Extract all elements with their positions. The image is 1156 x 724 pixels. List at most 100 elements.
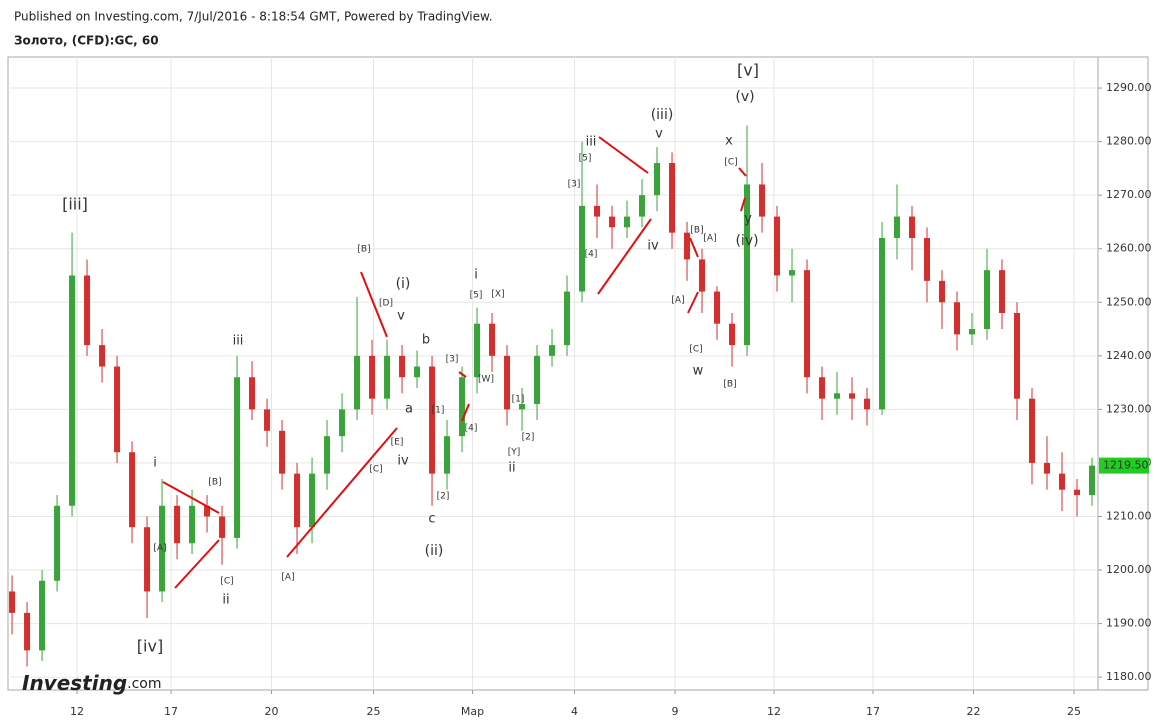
wave-label: [C] [724,158,737,168]
wave-label: [B] [690,226,703,236]
wave-label: [3] [446,355,459,365]
wave-label: v [655,127,663,142]
candle-body [894,216,901,239]
wave-label: (i) [396,276,411,292]
x-tick-label: 12 [767,705,781,718]
candle-body [909,216,916,239]
y-tick-label: 1240.00 [1106,349,1152,362]
wave-line [461,403,470,422]
wave-label: iv [647,239,659,254]
y-tick-label: 1290.00 [1106,81,1152,94]
wave-label: [5] [579,154,592,164]
y-tick-label: 1230.00 [1106,402,1152,415]
candle-body [1089,465,1096,496]
wave-label: [B] [357,245,370,255]
candle-body [519,404,526,410]
candle-body [774,216,781,276]
candle-body [399,355,406,378]
candle-body [174,505,181,544]
wave-line [598,136,649,174]
wave-label: (v) [735,89,754,105]
y-tick-label: 1200.00 [1106,563,1152,576]
wave-label: [A] [281,573,294,583]
wave-label: ii [508,461,515,476]
candle-body [879,238,886,410]
candle-body [1059,473,1066,490]
candle-body [564,291,571,346]
plot-frame [7,56,1149,691]
symbol-title: Золото, (CFD):GC, 60 [14,34,159,48]
x-tick-label: 22 [967,705,981,718]
candle-body [204,505,211,517]
candle-body [294,473,301,528]
x-tick-label: 9 [672,705,679,718]
candle-body [279,430,286,474]
wave-label: i [153,456,157,471]
candle-body [24,612,31,651]
candle-body [699,259,706,292]
wave-label: [1] [512,395,525,405]
wave-line [162,481,220,514]
wave-label: [iii] [62,195,88,214]
y-tick-label: 1250.00 [1106,295,1152,308]
candle-body [759,184,766,217]
wave-label: [iv] [137,637,163,656]
wave-line [360,271,388,338]
candle-body [744,184,751,346]
wave-label: [3] [568,180,581,190]
candle-body [924,238,931,281]
candle-body [444,436,451,474]
candle-body [189,505,196,544]
candle-body [309,473,316,528]
y-tick-label: 1180.00 [1106,670,1152,683]
wave-label: iv [397,454,409,469]
candle-body [429,366,436,474]
x-tick-label: 25 [367,705,381,718]
wave-label: iii [233,334,244,349]
wave-label: (iv) [735,233,758,249]
candle-body [339,409,346,437]
logo-suffix: .com [127,676,161,692]
annotations: [iii][iv]i[A][B][C]iiiii[A][B][D](i)vba[… [62,61,759,656]
plot: 1219.50 [9,125,1149,667]
candle-body [849,393,856,399]
wave-label: [C] [689,345,702,355]
wave-label: [4] [465,424,478,434]
wave-line [597,218,652,295]
wave-label: [A] [153,544,166,554]
candle-body [654,163,661,196]
wave-label: iii [586,135,597,150]
candle-body [384,355,391,399]
candle-body [939,280,946,303]
wave-line [687,291,699,314]
candle-body [159,505,166,592]
wave-label: [B] [723,380,736,390]
candle-body [54,505,61,581]
x-tick-label: Мар [461,705,484,718]
y-tick-label: 1260.00 [1106,242,1152,255]
wave-label: [2] [522,433,535,443]
candle-body [789,270,796,276]
wave-label: ii [222,593,229,608]
wave-label: [X] [491,290,504,300]
x-tick-label: 20 [265,705,279,718]
wave-label: [1] [432,406,445,416]
last-price-label: 1219.50 [1103,459,1149,472]
wave-label: [2] [437,492,450,502]
y-tick-label: 1270.00 [1106,188,1152,201]
wave-label: [5] [470,291,483,301]
candle-body [114,366,121,453]
wave-label: [C] [369,465,382,475]
wave-label: w [693,364,704,379]
candle-body [144,527,151,592]
candle-body [324,436,331,474]
published-note: Published on Investing.com, 7/Jul/2016 -… [14,10,493,24]
candle-body [1044,462,1051,474]
wave-label: v [397,309,405,324]
candle-body [84,275,91,346]
candle-body [549,345,556,356]
wave-label: [B] [208,478,221,488]
candle-body [474,323,481,378]
